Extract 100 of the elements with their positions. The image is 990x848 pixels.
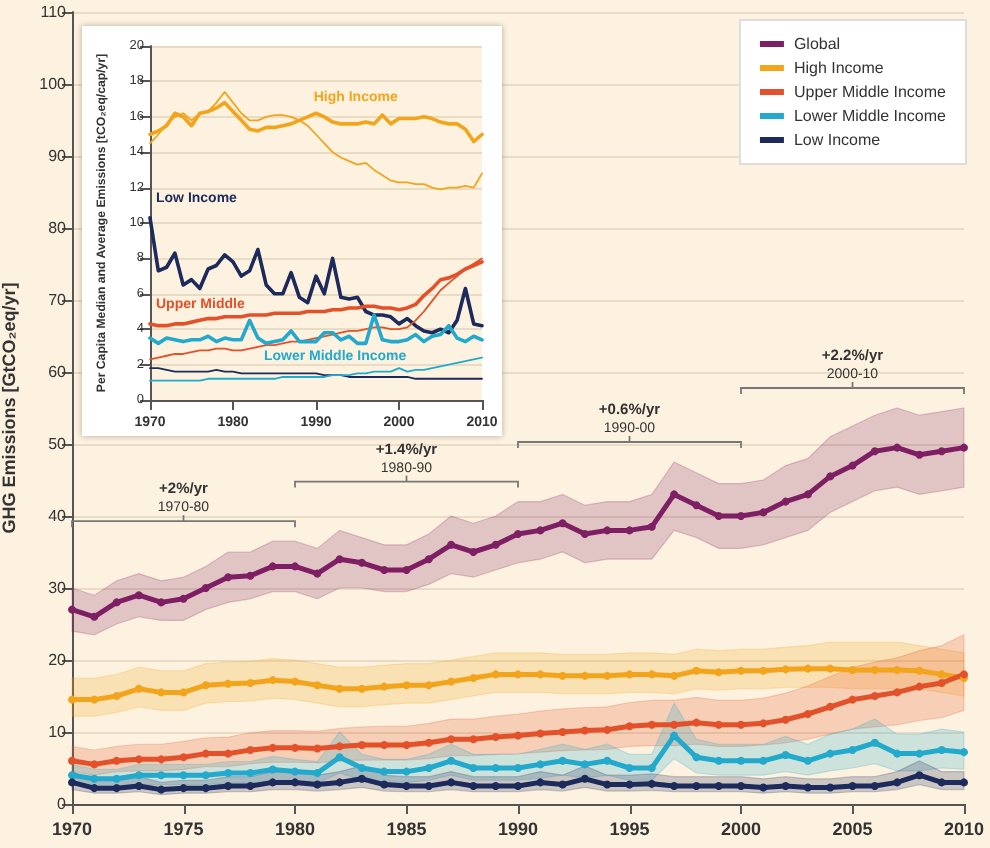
point bbox=[848, 461, 857, 470]
point bbox=[447, 756, 456, 765]
point bbox=[580, 774, 589, 783]
point bbox=[335, 555, 344, 564]
point bbox=[893, 443, 902, 452]
x-tick-label: 1975 bbox=[163, 819, 204, 839]
point bbox=[759, 719, 768, 728]
y-axis-title: GHG Emissions [GtCO₂eq/yr] bbox=[0, 282, 19, 534]
point bbox=[692, 718, 701, 727]
point bbox=[826, 749, 835, 758]
point bbox=[893, 749, 902, 758]
point bbox=[335, 778, 344, 787]
point bbox=[915, 771, 924, 780]
point bbox=[960, 748, 968, 757]
point bbox=[268, 743, 277, 752]
point bbox=[625, 722, 634, 731]
legend-label: Low Income bbox=[793, 131, 882, 149]
point bbox=[68, 778, 76, 787]
point bbox=[179, 688, 188, 697]
point bbox=[625, 670, 634, 679]
point bbox=[157, 598, 166, 607]
y-tick-label: 100 bbox=[39, 75, 68, 93]
point bbox=[714, 668, 723, 677]
point bbox=[870, 666, 879, 675]
point bbox=[291, 767, 299, 776]
point bbox=[424, 555, 433, 564]
point bbox=[112, 756, 121, 765]
point bbox=[469, 674, 478, 682]
point bbox=[224, 573, 233, 582]
point bbox=[514, 530, 522, 538]
point bbox=[447, 540, 456, 549]
point bbox=[335, 753, 344, 762]
point bbox=[491, 764, 500, 772]
point bbox=[201, 784, 210, 793]
point bbox=[402, 740, 411, 749]
point bbox=[625, 780, 634, 789]
point bbox=[781, 715, 790, 724]
point bbox=[469, 548, 478, 556]
point bbox=[536, 526, 545, 535]
point bbox=[246, 782, 255, 790]
point bbox=[670, 671, 679, 680]
point bbox=[692, 501, 701, 510]
point bbox=[469, 764, 478, 772]
point bbox=[291, 677, 299, 686]
point bbox=[580, 726, 589, 735]
point bbox=[246, 769, 255, 778]
point bbox=[870, 782, 879, 790]
point bbox=[491, 782, 500, 790]
point bbox=[268, 778, 277, 787]
point bbox=[536, 670, 545, 679]
y-tick-label: 80 bbox=[48, 219, 68, 237]
point bbox=[826, 702, 835, 711]
point bbox=[536, 729, 545, 738]
point bbox=[380, 566, 389, 574]
point bbox=[313, 681, 322, 690]
point bbox=[90, 760, 99, 769]
point bbox=[580, 530, 589, 538]
legend-label: Global bbox=[793, 35, 841, 53]
point bbox=[268, 676, 277, 685]
point bbox=[603, 756, 612, 765]
point bbox=[536, 760, 545, 769]
point bbox=[357, 740, 366, 749]
point bbox=[737, 512, 745, 520]
x-tick-label: 1985 bbox=[386, 819, 427, 839]
point bbox=[313, 780, 322, 789]
point bbox=[670, 782, 679, 790]
point bbox=[179, 753, 188, 762]
point bbox=[224, 749, 233, 758]
y-tick-label: 70 bbox=[48, 291, 68, 309]
point bbox=[759, 783, 768, 792]
point bbox=[335, 684, 344, 693]
legend-label: Upper Middle Income bbox=[793, 83, 948, 101]
x-tick-label: 1980 bbox=[274, 819, 316, 839]
point bbox=[268, 765, 277, 774]
point bbox=[960, 778, 968, 787]
point bbox=[491, 733, 500, 742]
y-tick-label: 0 bbox=[57, 795, 68, 813]
point bbox=[313, 744, 322, 753]
point bbox=[491, 540, 500, 549]
point bbox=[402, 782, 411, 790]
point bbox=[803, 664, 812, 673]
point bbox=[647, 522, 656, 531]
point bbox=[246, 746, 255, 754]
legend-label: Lower Middle Income bbox=[793, 107, 948, 125]
point bbox=[112, 692, 121, 700]
x-tick-label: 1995 bbox=[609, 819, 650, 839]
point bbox=[469, 782, 478, 790]
point bbox=[603, 671, 612, 680]
point bbox=[803, 756, 812, 765]
point bbox=[915, 749, 924, 758]
point bbox=[558, 728, 567, 736]
point bbox=[714, 720, 723, 729]
point bbox=[781, 665, 790, 674]
point bbox=[870, 692, 879, 700]
point bbox=[134, 684, 143, 693]
point bbox=[291, 778, 299, 787]
legend-label: High Income bbox=[793, 59, 885, 77]
y-tick-label: 60 bbox=[48, 363, 68, 381]
point bbox=[469, 735, 478, 744]
point bbox=[380, 780, 389, 789]
